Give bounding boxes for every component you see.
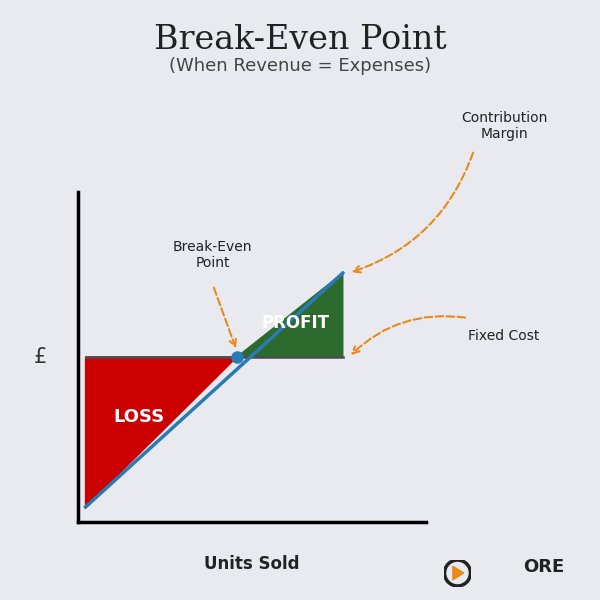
Text: (When Revenue = Expenses): (When Revenue = Expenses) <box>169 57 431 75</box>
Text: £: £ <box>34 347 47 367</box>
Text: Fixed Cost: Fixed Cost <box>469 329 539 343</box>
Polygon shape <box>237 273 343 357</box>
Text: PROFIT: PROFIT <box>262 313 329 331</box>
Text: Contribution
Margin: Contribution Margin <box>461 111 547 141</box>
Polygon shape <box>453 566 464 580</box>
Text: Break-Even Point: Break-Even Point <box>154 24 446 56</box>
Text: LOSS: LOSS <box>113 408 164 426</box>
Text: ORE: ORE <box>523 558 564 576</box>
Text: Units Sold: Units Sold <box>204 555 300 573</box>
Text: Break-Even
Point: Break-Even Point <box>173 240 253 270</box>
Polygon shape <box>86 357 237 507</box>
